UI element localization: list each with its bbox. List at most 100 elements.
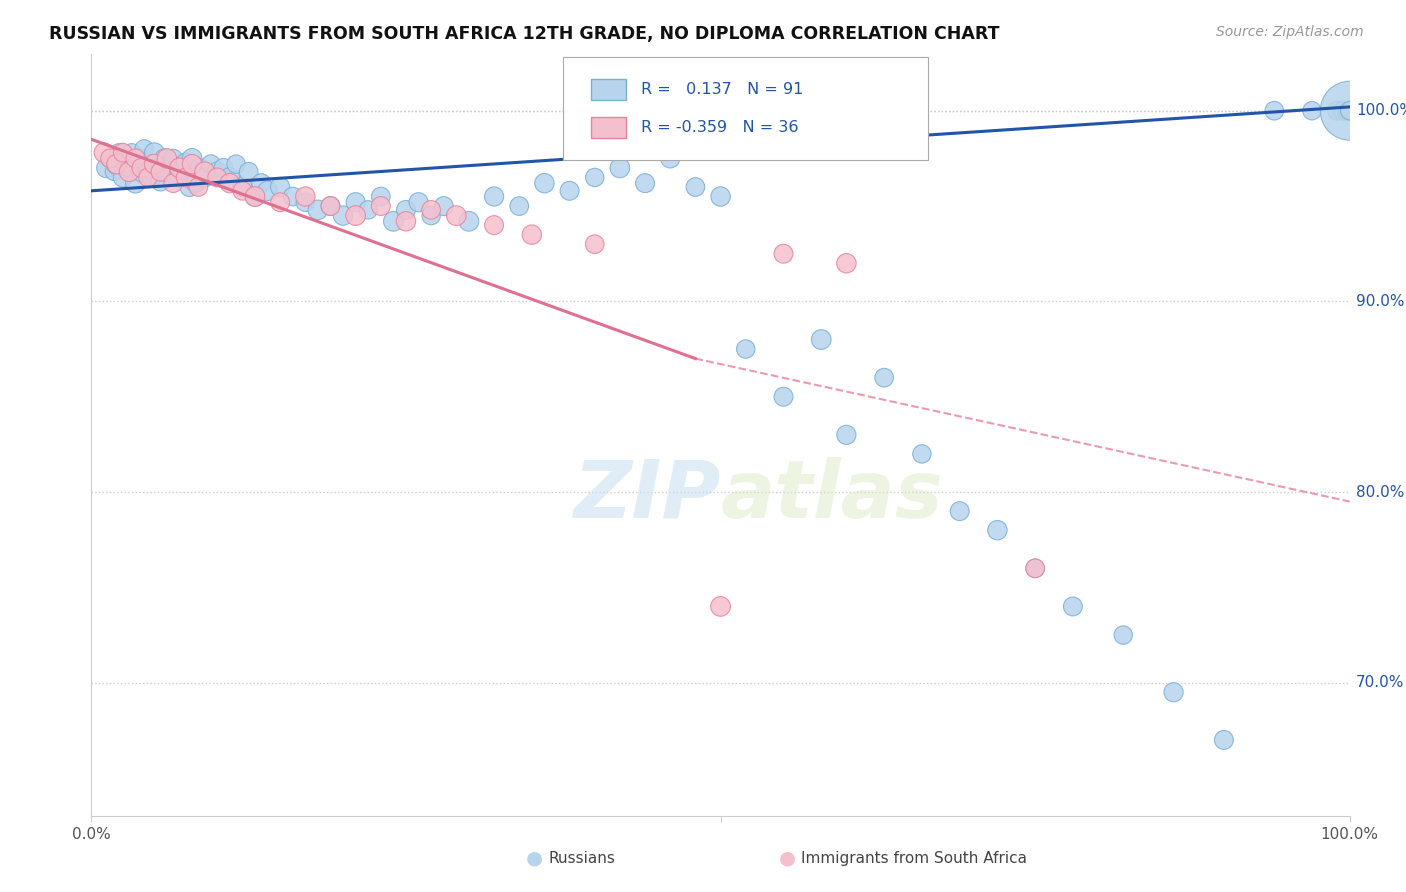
Point — [332, 209, 354, 223]
Point — [136, 157, 159, 171]
Point — [1112, 628, 1135, 642]
Point — [184, 176, 207, 190]
Point — [1062, 599, 1084, 614]
Point — [734, 342, 756, 356]
Point — [370, 189, 392, 203]
Text: R =   0.137   N = 91: R = 0.137 N = 91 — [641, 82, 804, 97]
Point — [231, 184, 253, 198]
Text: ●: ● — [779, 848, 796, 868]
Point — [634, 176, 657, 190]
Point — [98, 152, 121, 166]
Point — [269, 195, 291, 210]
Point — [1339, 103, 1361, 118]
Point — [810, 333, 832, 347]
Point — [96, 161, 118, 175]
Point — [143, 145, 166, 160]
Text: 100.0%: 100.0% — [1355, 103, 1406, 119]
Point — [169, 161, 191, 175]
Point — [986, 523, 1008, 537]
Point — [146, 161, 169, 175]
Point — [111, 170, 134, 185]
Point — [153, 152, 176, 166]
Point — [181, 152, 204, 166]
Point — [709, 599, 731, 614]
Point — [243, 189, 266, 203]
Point — [1339, 103, 1361, 118]
Point — [659, 152, 682, 166]
Point — [103, 165, 125, 179]
Point — [344, 195, 367, 210]
Point — [1024, 561, 1046, 575]
Point — [111, 145, 134, 160]
Point — [482, 218, 505, 232]
Point — [250, 176, 273, 190]
Point — [1336, 103, 1358, 118]
Point — [482, 189, 505, 203]
Point — [159, 157, 181, 171]
Point — [174, 155, 197, 169]
Point — [685, 180, 707, 194]
Point — [1024, 561, 1046, 575]
Point — [307, 202, 329, 217]
Text: Immigrants from South Africa: Immigrants from South Africa — [801, 851, 1028, 865]
Point — [1339, 103, 1361, 118]
Point — [124, 176, 146, 190]
Point — [269, 180, 291, 194]
Text: ●: ● — [526, 848, 543, 868]
Point — [1212, 733, 1236, 747]
Point — [1163, 685, 1185, 699]
Point — [446, 209, 468, 223]
Point — [873, 370, 896, 384]
Point — [319, 199, 342, 213]
Text: RUSSIAN VS IMMIGRANTS FROM SOUTH AFRICA 12TH GRADE, NO DIPLOMA CORRELATION CHART: RUSSIAN VS IMMIGRANTS FROM SOUTH AFRICA … — [49, 25, 1000, 43]
Point — [395, 202, 418, 217]
Point — [1339, 103, 1361, 118]
Point — [382, 214, 405, 228]
Point — [457, 214, 479, 228]
Point — [1263, 103, 1285, 118]
Point — [231, 180, 253, 194]
Point — [218, 176, 240, 190]
Text: Russians: Russians — [548, 851, 616, 865]
Point — [558, 184, 581, 198]
Point — [294, 195, 316, 210]
Point — [93, 145, 115, 160]
FancyBboxPatch shape — [591, 117, 626, 138]
Point — [162, 152, 184, 166]
Point — [105, 157, 128, 171]
Point — [169, 161, 191, 175]
Text: 70.0%: 70.0% — [1355, 675, 1405, 690]
Point — [420, 202, 443, 217]
Point — [194, 170, 217, 185]
Point — [134, 142, 156, 156]
Point — [166, 170, 188, 185]
Point — [205, 170, 228, 185]
Point — [1339, 103, 1361, 118]
Point — [118, 161, 141, 175]
Text: Source: ZipAtlas.com: Source: ZipAtlas.com — [1216, 25, 1364, 39]
Point — [179, 180, 201, 194]
Point — [420, 209, 443, 223]
Point — [243, 189, 266, 203]
Point — [141, 170, 163, 185]
Point — [281, 189, 304, 203]
Point — [1339, 103, 1361, 118]
Point — [408, 195, 430, 210]
Point — [609, 161, 631, 175]
Point — [319, 199, 342, 213]
Text: ZIP: ZIP — [574, 457, 720, 535]
Point — [395, 214, 418, 228]
Point — [149, 174, 172, 188]
Point — [709, 189, 731, 203]
Point — [118, 165, 141, 179]
Point — [131, 165, 153, 179]
Point — [772, 246, 794, 260]
Point — [238, 165, 260, 179]
Point — [1333, 103, 1355, 118]
Point — [188, 161, 211, 175]
Point — [256, 184, 278, 198]
Point — [294, 189, 316, 203]
Point — [1339, 103, 1361, 118]
Point — [583, 237, 606, 252]
Point — [212, 161, 235, 175]
